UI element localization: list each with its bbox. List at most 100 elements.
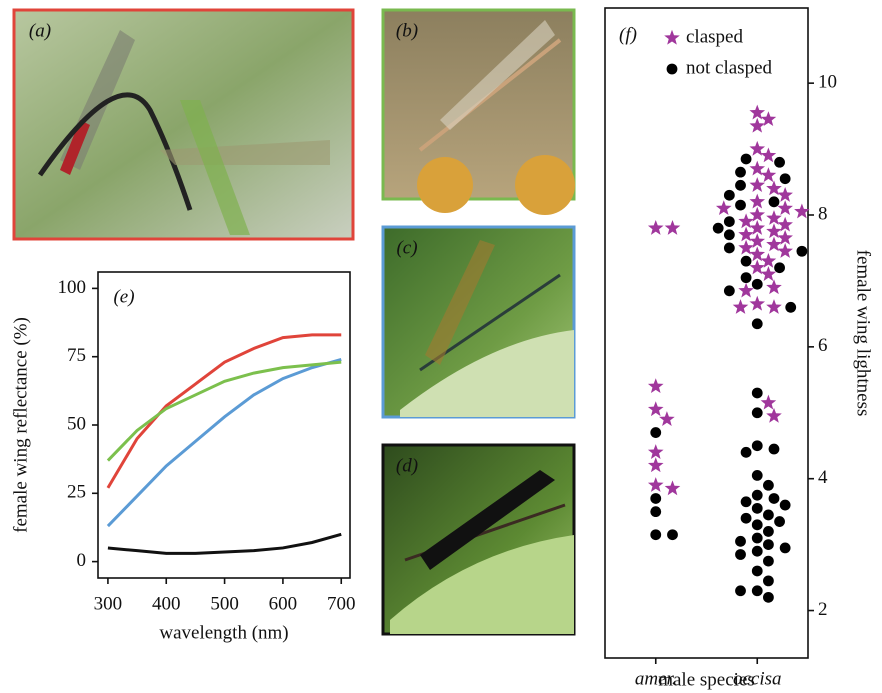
star-point: [664, 219, 681, 235]
circle-point: [735, 166, 746, 178]
circle-point: [763, 509, 774, 521]
y-tick-label: 10: [818, 72, 837, 93]
star-point: [760, 266, 777, 281]
star-point: [760, 394, 777, 410]
x-tick-label: 600: [269, 593, 298, 614]
x-axis-label: wavelength (nm): [159, 622, 288, 643]
circle-point: [712, 222, 724, 234]
star-point: [647, 444, 664, 459]
circle-point: [735, 585, 746, 597]
circle-point: [751, 318, 763, 330]
circle-point: [740, 496, 752, 508]
plot-frame: [97, 271, 351, 579]
star-point: [766, 223, 782, 239]
circle-point: [779, 542, 791, 554]
circle-point: [751, 502, 763, 514]
y-tick-label: 0: [77, 550, 87, 571]
circle-point: [650, 506, 662, 518]
star-point: [659, 411, 675, 426]
circle-point: [763, 555, 774, 567]
circle-point: [740, 153, 752, 165]
circle-point: [774, 156, 785, 168]
photo-c: [381, 225, 576, 419]
photo-d: [381, 443, 576, 636]
circle-point: [740, 255, 752, 267]
circle-point: [740, 446, 752, 458]
circle-point: [751, 489, 763, 501]
star-point: [738, 282, 754, 298]
plot-frame: [604, 7, 809, 659]
star-point: [647, 401, 664, 417]
circle-point: [768, 493, 780, 504]
star-point: [777, 187, 793, 202]
circle-point: [735, 199, 746, 211]
circle-point: [751, 440, 763, 452]
circle-point: [751, 585, 763, 597]
circle-point: [751, 519, 763, 531]
chart-e: 300 400 500 600 700 0 25 50 75 100 wavelength (nm)…: [10, 271, 356, 643]
circle-point: [763, 575, 774, 587]
star-point: [777, 216, 793, 232]
star-point: [760, 111, 777, 127]
star-point: [749, 219, 766, 235]
circle-point: [751, 545, 763, 557]
circle-point: [779, 499, 791, 511]
panel-label: (c): [396, 237, 417, 258]
circle-point: [723, 189, 735, 201]
star-point: [766, 210, 782, 225]
circle-point: [763, 591, 774, 603]
star-point: [749, 104, 766, 120]
star-point: [749, 295, 766, 311]
circle-point: [763, 526, 774, 537]
circle-point: [796, 245, 808, 257]
chart-f: 2 4 6 8 10 amer. occisa clasped not clasped (f) ma…: [604, 7, 874, 690]
legend-label: clasped: [686, 26, 743, 47]
y-axis-label: female wing lightness: [853, 250, 874, 417]
star-point: [777, 200, 793, 216]
y-axis-label: female wing reflectance (%): [10, 317, 31, 533]
circle-point: [751, 469, 763, 481]
circle-point: [735, 179, 746, 191]
y-tick-label: 4: [818, 467, 828, 488]
star-point: [777, 243, 793, 258]
star-point: [738, 226, 754, 242]
star-point: [766, 299, 782, 314]
series-line: [106, 333, 342, 489]
panel-label: (b): [396, 20, 418, 41]
circle-point: [751, 387, 763, 399]
panel-label: (f): [619, 24, 637, 45]
star-point: [760, 147, 777, 163]
star-point: [738, 213, 754, 229]
x-tick-label: 300: [94, 593, 123, 614]
panel-label: (e): [113, 286, 134, 307]
star-point: [647, 219, 664, 235]
circle-point: [751, 407, 763, 419]
circle-point: [768, 196, 780, 208]
circle-point: [650, 529, 662, 541]
y-tick-label: 100: [58, 277, 87, 298]
star-point: [766, 407, 782, 423]
circle-point: [763, 479, 774, 491]
circle-point: [751, 278, 763, 290]
star-point: [749, 160, 766, 176]
photo-b: [381, 8, 576, 215]
x-tick-label: amer.: [635, 668, 677, 689]
circle-point: [774, 516, 785, 527]
series-line: [106, 357, 342, 528]
circle-point: [723, 216, 735, 227]
circle-point: [723, 242, 735, 254]
star-point: [766, 279, 782, 295]
circle-point: [751, 565, 763, 577]
x-tick-label: 700: [327, 593, 356, 614]
y-tick-label: 6: [818, 335, 828, 356]
y-tick-label: 25: [67, 482, 86, 503]
circle-point: [763, 539, 774, 551]
x-axis-label: male species: [658, 669, 755, 690]
star-point: [647, 477, 664, 492]
photo-a: [12, 8, 355, 241]
star-point: [647, 378, 664, 394]
star-point: [749, 233, 766, 248]
x-tick-label: occisa: [733, 668, 782, 689]
circle-point: [774, 262, 785, 274]
